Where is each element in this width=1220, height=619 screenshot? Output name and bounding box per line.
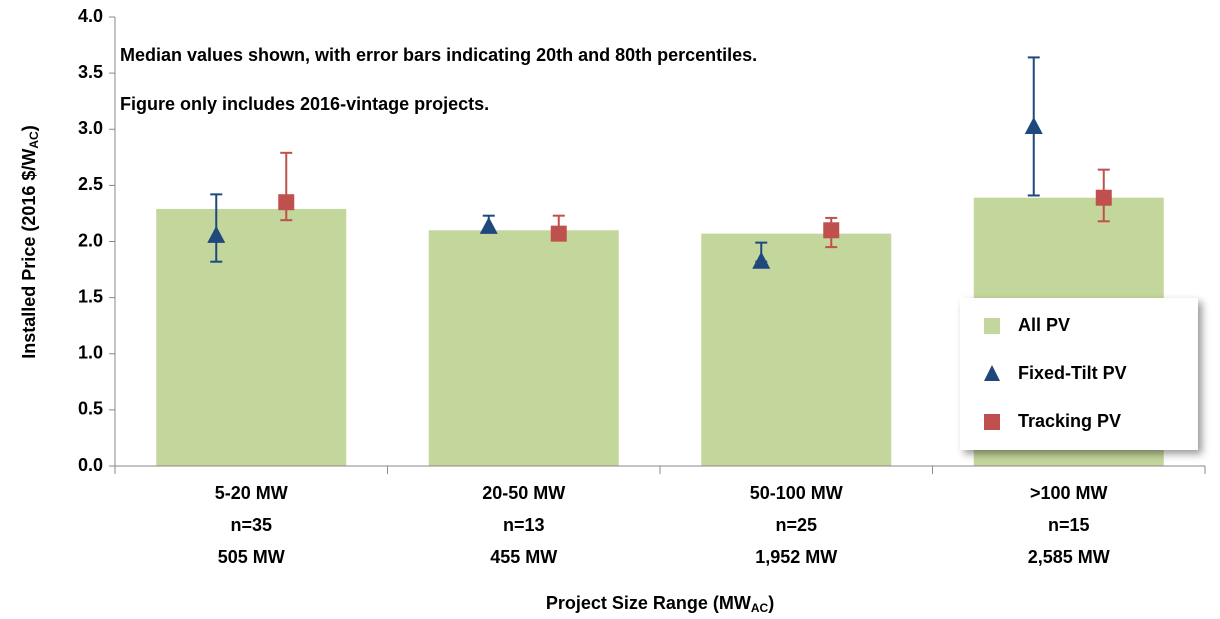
x-tick-label: 20-50 MW [482,483,565,503]
fixed-tilt-marker [1024,117,1043,135]
x-axis-title-sub: AC [751,601,769,615]
y-tick-label: 0.0 [78,455,103,475]
y-tick-label: 1.5 [78,286,103,306]
y-tick-label: 3.5 [78,62,103,82]
capacity-label: 1,952 MW [755,547,837,567]
x-tick-label: 5-20 MW [215,483,288,503]
sample-size-label: n=25 [775,515,817,535]
x-axis-title: Project Size Range (MWAC) [546,593,774,615]
y-axis-title-main: Installed Price (2016 $/W [19,149,39,359]
y-tick-label: 1.0 [78,343,103,363]
fixed-tilt-marker [479,216,498,234]
y-tick-label: 4.0 [78,6,103,26]
tracking-marker [278,194,295,211]
fixed-tilt-marker [752,251,771,269]
legend-swatch [984,365,1000,381]
x-axis-title-end: ) [768,593,774,613]
legend-swatch [984,318,1000,334]
annotation: Median values shown, with error bars ind… [120,45,757,65]
tracking-marker [1095,189,1112,206]
annotation: Figure only includes 2016-vintage projec… [120,94,489,114]
x-tick-label: >100 MW [1030,483,1108,503]
bar [428,230,619,466]
legend-label: Tracking PV [1018,411,1121,431]
y-tick-label: 3.0 [78,118,103,138]
bar [156,208,347,466]
x-axis-title-main: Project Size Range (MW [546,593,751,613]
legend-label: All PV [1018,315,1070,335]
legend-label: Fixed-Tilt PV [1018,363,1127,383]
y-axis-title-sub: AC [27,131,41,149]
sample-size-label: n=15 [1048,515,1090,535]
y-axis-title: Installed Price (2016 $/WAC) [19,125,41,358]
y-axis-title-end: ) [19,125,39,131]
y-tick-label: 2.0 [78,230,103,250]
legend-swatch [984,414,1000,430]
tracking-marker [550,225,567,242]
bar [701,233,892,466]
capacity-label: 455 MW [490,547,557,567]
capacity-label: 2,585 MW [1028,547,1110,567]
x-tick-label: 50-100 MW [750,483,843,503]
sample-size-label: n=35 [230,515,272,535]
sample-size-label: n=13 [503,515,545,535]
capacity-label: 505 MW [218,547,285,567]
y-tick-label: 0.5 [78,399,103,419]
fixed-tilt-marker [207,225,226,243]
y-tick-label: 2.5 [78,174,103,194]
tracking-marker [823,222,840,239]
